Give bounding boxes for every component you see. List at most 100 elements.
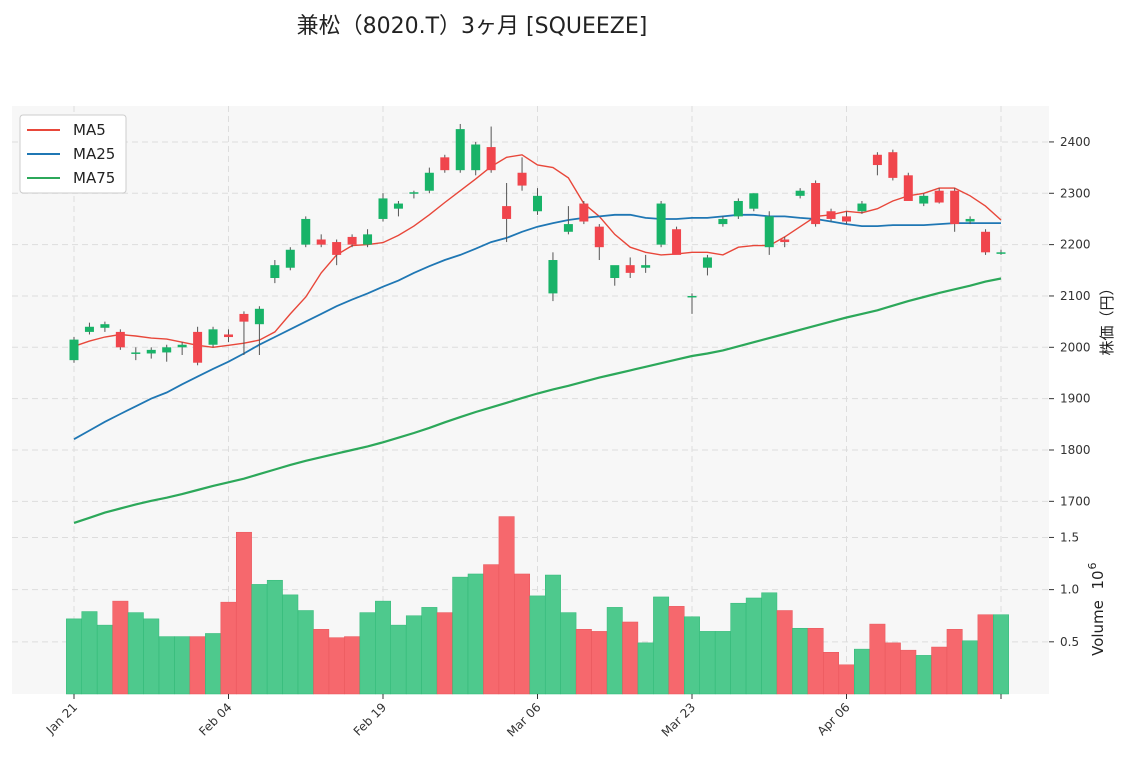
volume-bar bbox=[452, 576, 469, 695]
volume-bar bbox=[529, 595, 546, 695]
candle-body bbox=[872, 154, 882, 166]
volume-tick-label: 0.5 bbox=[1060, 635, 1079, 649]
volume-bar bbox=[220, 601, 237, 695]
candle-body bbox=[363, 234, 373, 245]
candle-body bbox=[934, 190, 944, 203]
volume-bar bbox=[205, 633, 222, 695]
volume-bar bbox=[869, 623, 886, 695]
volume-bar bbox=[637, 642, 654, 695]
volume-bar bbox=[467, 573, 484, 695]
legend: MA5 MA25 MA75 bbox=[19, 114, 127, 194]
price-tick-label: 2200 bbox=[1060, 238, 1091, 252]
candle-body bbox=[440, 157, 450, 171]
ma-line-ma25 bbox=[73, 213, 1001, 440]
volume-bar bbox=[514, 573, 530, 695]
candle-body bbox=[162, 347, 172, 353]
chart-title: 兼松（8020.T）3ヶ月 [SQUEEZE] bbox=[296, 14, 648, 39]
candle-body bbox=[455, 129, 465, 171]
volume-bar bbox=[158, 636, 175, 695]
candle-body bbox=[424, 172, 434, 191]
candle-body bbox=[950, 190, 960, 225]
volume-bar bbox=[96, 624, 113, 695]
x-axis-ticks: Jan 21 Feb 04 Feb 19 Mar 06 Mar 23 Apr 06 bbox=[43, 694, 1002, 740]
candle-body bbox=[857, 203, 867, 212]
candle-body bbox=[301, 218, 311, 245]
y-axis-ticks: 1700 1800 1900 2000 2100 2200 2300 2400 0.5 1.0 1.… bbox=[1049, 135, 1091, 649]
volume-axis-label: Volume bbox=[1089, 600, 1107, 656]
candle-body bbox=[826, 211, 836, 219]
volume-bar bbox=[483, 564, 500, 695]
volume-bar bbox=[328, 637, 345, 695]
price-panel-background bbox=[12, 106, 1049, 527]
candle-body bbox=[533, 195, 542, 212]
volume-bar bbox=[251, 584, 268, 695]
volume-bar bbox=[854, 648, 870, 695]
legend-label-ma25: MA25 bbox=[73, 145, 115, 163]
x-tick-label: Jan 21 bbox=[43, 700, 80, 737]
candle-body bbox=[471, 144, 481, 171]
candle-body bbox=[409, 192, 419, 194]
candle-body bbox=[517, 172, 527, 186]
x-tick-label: Apr 06 bbox=[815, 700, 853, 738]
candle-body bbox=[84, 326, 94, 332]
volume-bar bbox=[699, 631, 716, 695]
volume-tick-label: 1.5 bbox=[1060, 530, 1079, 544]
candle-body bbox=[594, 226, 604, 248]
candle-body bbox=[842, 216, 851, 222]
volume-bar bbox=[127, 612, 144, 695]
candle-body bbox=[69, 339, 79, 361]
candle-body bbox=[332, 242, 342, 255]
candle-body bbox=[780, 239, 790, 243]
candle-body bbox=[100, 324, 110, 328]
volume-bar bbox=[915, 655, 932, 695]
volume-tick-label: 1.0 bbox=[1060, 583, 1079, 597]
volume-bars bbox=[66, 516, 1009, 695]
candle-body bbox=[131, 352, 141, 354]
volume-bar bbox=[359, 612, 376, 695]
price-axis-label: 株価（円） bbox=[1098, 280, 1116, 355]
x-tick-label: Mar 06 bbox=[504, 700, 543, 739]
volume-exponent-power: 6 bbox=[1086, 563, 1099, 570]
candle-body bbox=[146, 349, 156, 354]
volume-bar bbox=[761, 592, 778, 695]
candle-body bbox=[888, 152, 898, 178]
ma-line-ma75 bbox=[73, 277, 1002, 524]
volume-bar bbox=[174, 636, 191, 695]
volume-bar bbox=[962, 640, 979, 695]
volume-bar bbox=[776, 610, 793, 695]
volume-exponent-base: 10 bbox=[1089, 570, 1107, 589]
candle-body bbox=[563, 224, 573, 232]
volume-bar bbox=[745, 597, 762, 695]
candle-body bbox=[193, 331, 203, 363]
volume-bar bbox=[730, 602, 747, 695]
candle-body bbox=[285, 249, 295, 268]
candle-body bbox=[254, 308, 264, 325]
candle-body bbox=[239, 313, 249, 322]
legend-label-ma75: MA75 bbox=[73, 169, 115, 187]
legend-box bbox=[19, 114, 127, 194]
candle-body bbox=[378, 198, 388, 219]
volume-bar bbox=[112, 600, 129, 695]
candle-body bbox=[795, 190, 805, 196]
volume-bar bbox=[823, 652, 839, 695]
volume-bar bbox=[946, 629, 963, 695]
candle-body bbox=[625, 265, 635, 273]
candle-body bbox=[502, 206, 512, 219]
volume-bar bbox=[545, 574, 561, 695]
candle-body bbox=[641, 265, 651, 268]
volume-bar bbox=[977, 614, 994, 695]
candle-body bbox=[224, 334, 233, 338]
volume-bar bbox=[375, 600, 391, 695]
candle-body bbox=[486, 147, 496, 171]
candle-body bbox=[610, 265, 620, 278]
candle-body bbox=[764, 216, 774, 248]
volume-bar bbox=[684, 616, 700, 695]
candle-body bbox=[903, 175, 913, 201]
volume-bar bbox=[421, 607, 438, 695]
candle-body bbox=[981, 231, 991, 253]
volume-bar bbox=[405, 615, 422, 695]
volume-bar bbox=[622, 621, 639, 695]
candle-body bbox=[270, 265, 280, 278]
volume-bar bbox=[900, 649, 917, 695]
